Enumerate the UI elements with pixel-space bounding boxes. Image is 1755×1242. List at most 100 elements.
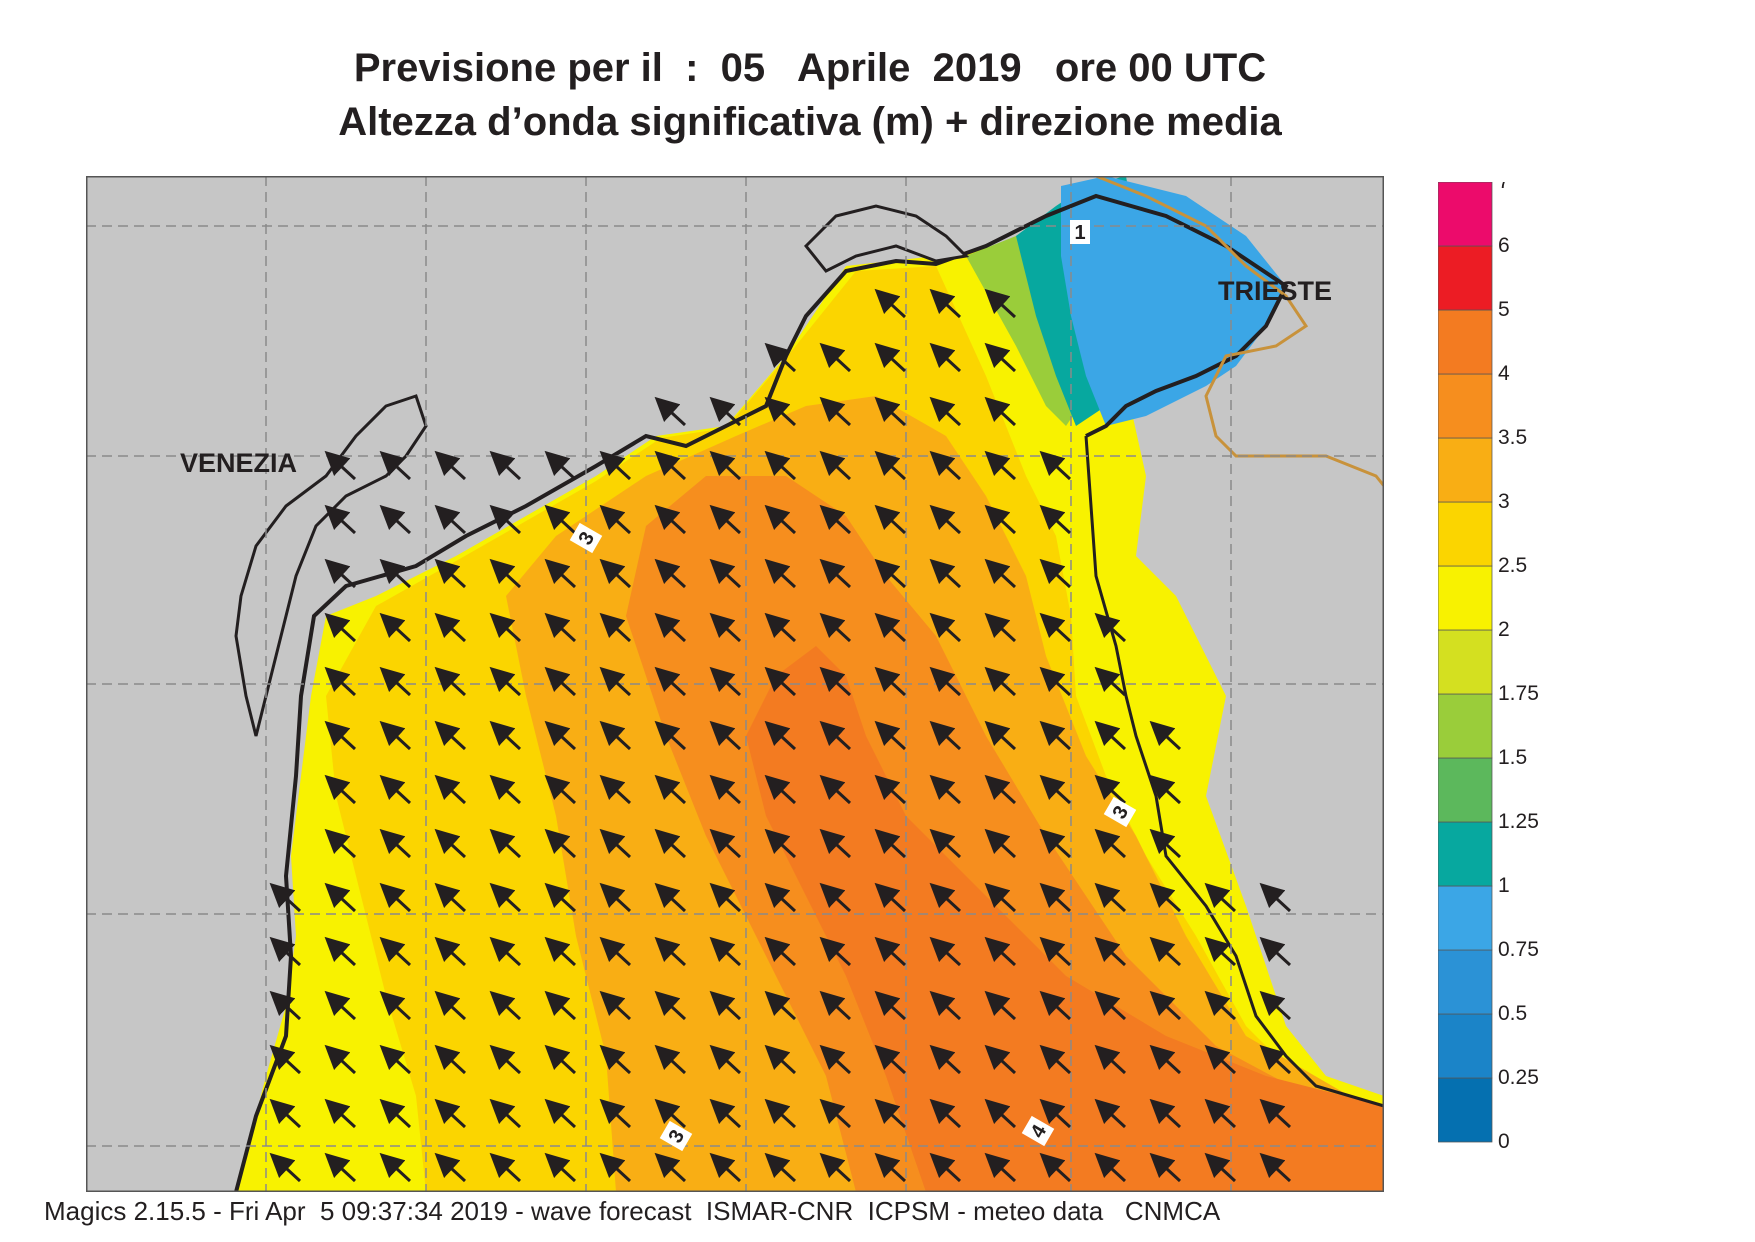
direction-arrow [1204, 882, 1237, 913]
direction-arrow [489, 828, 522, 859]
direction-arrow [1039, 936, 1072, 967]
direction-arrow [874, 396, 907, 427]
direction-arrow [1039, 774, 1072, 805]
direction-arrow [324, 1044, 357, 1075]
direction-arrow [984, 1098, 1017, 1129]
direction-arrow [709, 774, 742, 805]
direction-arrow [1039, 1044, 1072, 1075]
colorbar-swatch [1438, 949, 1493, 1015]
direction-arrow [764, 720, 797, 751]
direction-arrow [764, 396, 797, 427]
direction-arrow [709, 720, 742, 751]
direction-arrow [269, 936, 302, 967]
direction-arrow [434, 1098, 467, 1129]
direction-arrow [434, 882, 467, 913]
direction-arrow [764, 1098, 797, 1129]
direction-arrow [764, 612, 797, 643]
direction-arrow [1039, 558, 1072, 589]
direction-arrow [599, 612, 632, 643]
direction-arrow [379, 1152, 412, 1183]
direction-arrow [1259, 1098, 1292, 1129]
direction-arrow [984, 666, 1017, 697]
direction-arrow [269, 882, 302, 913]
city-label-trieste: TRIESTE [1218, 276, 1332, 306]
direction-arrow [544, 450, 577, 481]
direction-arrow [929, 720, 962, 751]
direction-arrow [874, 1044, 907, 1075]
direction-arrow [1204, 936, 1237, 967]
direction-arrow [1094, 828, 1127, 859]
direction-arrow [544, 774, 577, 805]
colorbar-tick-label: 3.5 [1498, 426, 1527, 449]
direction-arrow [709, 450, 742, 481]
colorbar-swatch [1438, 1013, 1493, 1079]
direction-arrow [379, 612, 412, 643]
direction-arrow [654, 396, 687, 427]
direction-arrow [654, 936, 687, 967]
direction-arrow [984, 882, 1017, 913]
colorbar-swatch [1438, 629, 1493, 695]
direction-arrow [1039, 882, 1072, 913]
direction-arrow [764, 504, 797, 535]
direction-arrow [324, 936, 357, 967]
direction-arrow [1039, 1152, 1072, 1183]
direction-arrow [489, 774, 522, 805]
direction-arrow [1149, 720, 1182, 751]
direction-arrow [764, 774, 797, 805]
direction-arrow [819, 1098, 852, 1129]
direction-arrow [544, 828, 577, 859]
direction-arrow [599, 828, 632, 859]
direction-arrow [654, 774, 687, 805]
direction-arrow [1094, 1152, 1127, 1183]
direction-arrow [1259, 1152, 1292, 1183]
direction-arrow [819, 1044, 852, 1075]
direction-arrow [984, 612, 1017, 643]
colorbar-tick-label: 1.5 [1498, 746, 1527, 769]
colorbar-swatch [1438, 821, 1493, 887]
direction-arrow [1039, 990, 1072, 1021]
direction-arrow [1094, 1098, 1127, 1129]
direction-arrow [929, 396, 962, 427]
contour-labels: 3 3 3 4 1 [569, 220, 1137, 1152]
direction-arrow [434, 990, 467, 1021]
direction-arrow [324, 720, 357, 751]
direction-arrow [599, 666, 632, 697]
direction-arrow [764, 1044, 797, 1075]
direction-arrow [984, 288, 1017, 319]
direction-arrow [984, 342, 1017, 373]
direction-arrow [709, 936, 742, 967]
direction-arrow [489, 882, 522, 913]
direction-arrow [874, 882, 907, 913]
direction-arrow [434, 1044, 467, 1075]
direction-arrow [929, 1152, 962, 1183]
direction-arrow [379, 720, 412, 751]
direction-arrow [379, 450, 412, 481]
direction-arrow [1039, 1098, 1072, 1129]
direction-arrow [764, 828, 797, 859]
direction-arrow [1149, 828, 1182, 859]
direction-arrow [269, 1044, 302, 1075]
direction-arrow [874, 342, 907, 373]
direction-arrow [1094, 1044, 1127, 1075]
direction-arrow [1259, 882, 1292, 913]
direction-arrow [379, 828, 412, 859]
direction-arrow [599, 558, 632, 589]
direction-arrow [599, 936, 632, 967]
direction-arrow [1259, 1044, 1292, 1075]
colorbar-tick-label: 1.75 [1498, 682, 1539, 705]
contour-label-5: 1 [1074, 222, 1085, 244]
direction-arrow [599, 1098, 632, 1129]
colorbar-tick-label: 3 [1498, 490, 1510, 513]
direction-arrow [709, 612, 742, 643]
direction-arrow [929, 504, 962, 535]
direction-arrow [434, 774, 467, 805]
direction-arrow [544, 1098, 577, 1129]
direction-arrow [874, 936, 907, 967]
graticule [86, 176, 1384, 1192]
direction-arrow [544, 1152, 577, 1183]
direction-arrow [324, 990, 357, 1021]
direction-arrow [819, 450, 852, 481]
colorbar-swatch [1438, 565, 1493, 631]
direction-arrow [929, 828, 962, 859]
direction-arrow [1149, 1152, 1182, 1183]
